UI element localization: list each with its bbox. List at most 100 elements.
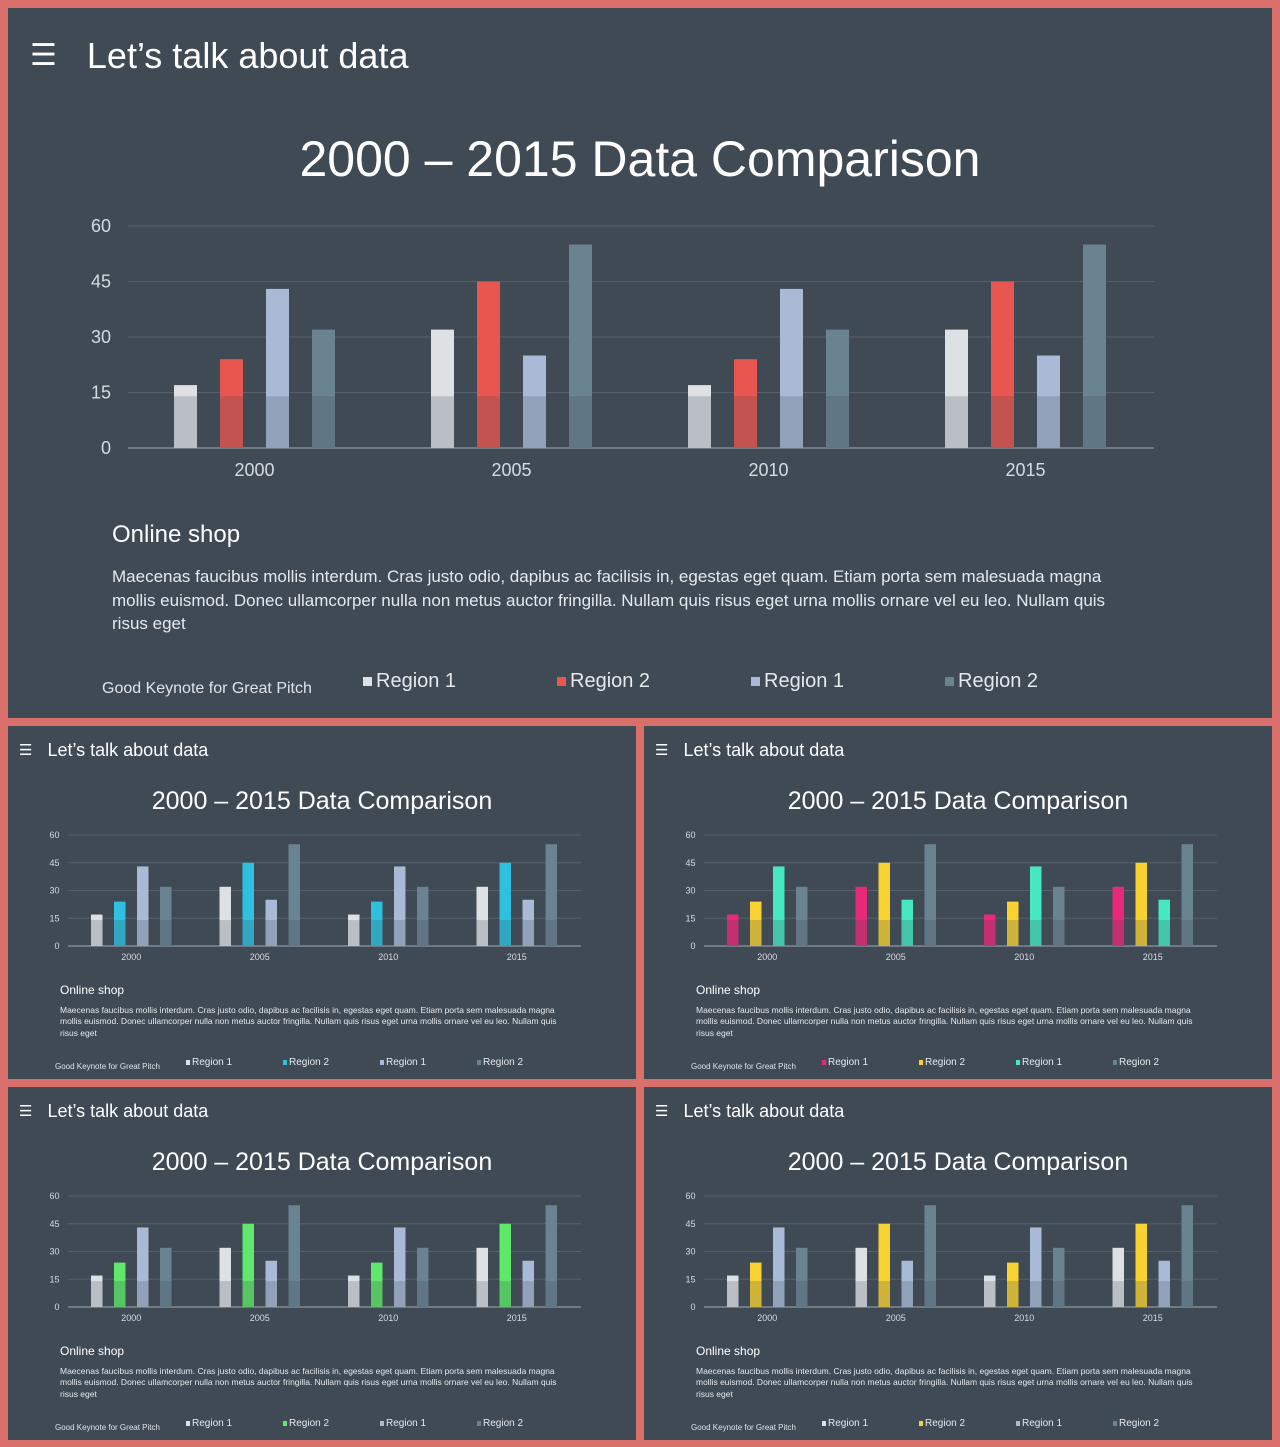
bar-region-2-2015 — [1181, 1205, 1193, 1307]
chart-title: 2000 – 2015 Data Comparison — [787, 1148, 1129, 1176]
legend-item: Region 1 — [363, 670, 456, 693]
bar-region-1-2000 — [91, 1275, 103, 1307]
bar-base-shade — [431, 396, 454, 448]
bar-base-shade — [91, 1281, 103, 1307]
bar-base-shade — [796, 1281, 808, 1307]
legend-swatch — [1112, 1421, 1117, 1426]
slide-5: ☰ Let’s talk about data 2000 – 2015 Data C… — [644, 1087, 1272, 1440]
y-tick-label: 0 — [54, 1302, 59, 1312]
bar-base-shade — [417, 1281, 429, 1307]
bar-region-1-2010 — [984, 1275, 996, 1307]
bar-region-1-2015 — [1112, 886, 1124, 946]
x-tick-label: 2010 — [1014, 952, 1034, 962]
bar-base-shade — [1158, 920, 1170, 946]
bar-region-1-2015 — [522, 1260, 534, 1307]
x-tick-label: 2015 — [507, 1313, 527, 1323]
legend-label: Region 2 — [570, 670, 651, 692]
bar-base-shade — [348, 920, 360, 946]
bar-chart: 0 15 30 45 60 2000 2005 2010 2015 — [685, 830, 1217, 962]
bar-base-shade — [1030, 1281, 1042, 1307]
bar-base-shade — [394, 920, 406, 946]
slide-1: ☰ Let’s talk about data 2000 – 2015 Data C… — [8, 8, 1272, 718]
legend-label: Region 1 — [828, 1057, 869, 1068]
hamburger-menu-icon[interactable]: ☰ — [19, 1102, 33, 1120]
bar-base-shade — [984, 1281, 996, 1307]
slide-3: ☰ Let’s talk about data 2000 – 2015 Data C… — [644, 726, 1272, 1079]
bar-base-shade — [265, 1281, 277, 1307]
y-tick-label: 45 — [685, 1219, 695, 1229]
x-tick-label: 2005 — [250, 952, 270, 962]
x-tick-label: 2015 — [507, 952, 527, 962]
bar-base-shade — [750, 920, 762, 946]
bar-base-shade — [545, 920, 557, 946]
bar-base-shade — [1037, 396, 1060, 448]
legend-item: Region 2 — [557, 670, 650, 693]
x-tick-label: 2000 — [234, 460, 274, 480]
x-tick-label: 2015 — [1143, 1313, 1163, 1323]
x-tick-label: 2000 — [757, 1313, 777, 1323]
bar-region-2-2005 — [878, 1223, 890, 1307]
y-tick-label: 30 — [685, 886, 695, 896]
bar-region-2-2000 — [114, 1262, 126, 1307]
bar-region-2-2005 — [477, 281, 500, 448]
legend-item: Region 2 — [282, 1418, 330, 1429]
bar-region-2-2015 — [499, 862, 511, 946]
bar-base-shade — [499, 920, 511, 946]
y-tick-label: 0 — [101, 438, 111, 458]
bar-region-2-2015 — [545, 844, 557, 946]
bar-base-shade — [924, 920, 936, 946]
legend-swatch — [1015, 1060, 1020, 1065]
legend-swatch — [476, 1421, 481, 1426]
bar-region-1-2010 — [394, 866, 406, 946]
x-tick-label: 2005 — [491, 460, 531, 480]
legend-label: Region 2 — [925, 1057, 966, 1068]
legend-item: Region 2 — [918, 1418, 965, 1429]
y-tick-label: 15 — [685, 913, 695, 923]
bar-base-shade — [1181, 920, 1193, 946]
bar-base-shade — [91, 920, 103, 946]
bar-base-shade — [991, 396, 1014, 448]
body-paragraph: Maecenas faucibus mollis interdum. Cras … — [696, 1365, 1193, 1400]
bar-region-1-2015 — [945, 329, 968, 448]
legend-item: Region 2 — [476, 1057, 523, 1068]
bar-base-shade — [160, 1281, 172, 1307]
bar-chart: 0 15 30 45 60 2000 2005 2010 2015 — [91, 216, 1154, 480]
bar-region-1-2005 — [219, 1247, 231, 1307]
slide-4: ☰ Let’s talk about data 2000 – 2015 Data C… — [8, 1087, 636, 1440]
body-paragraph: Maecenas faucibus mollis interdum. Cras … — [112, 567, 1106, 633]
bar-base-shade — [545, 1281, 557, 1307]
bar-region-2-2015 — [1135, 862, 1147, 946]
bar-region-1-2015 — [1037, 355, 1060, 448]
legend-swatch — [918, 1421, 923, 1426]
slide-header: ☰ Let’s talk about data — [19, 739, 208, 761]
hamburger-menu-icon[interactable]: ☰ — [19, 741, 33, 759]
section-title: Online shop — [696, 982, 761, 997]
legend-label: Region 2 — [289, 1418, 330, 1429]
slide-header: ☰ Let’s talk about data — [19, 1100, 208, 1122]
bar-base-shade — [219, 1281, 231, 1307]
bar-base-shade — [773, 1281, 785, 1307]
bar-base-shade — [1158, 1281, 1170, 1307]
bar-base-shade — [1181, 1281, 1193, 1307]
bar-base-shade — [796, 920, 808, 946]
y-tick-label: 15 — [49, 1274, 59, 1284]
hamburger-menu-icon[interactable]: ☰ — [655, 741, 669, 759]
y-tick-label: 60 — [685, 1191, 695, 1201]
bar-base-shade — [750, 1281, 762, 1307]
bar-region-2-2005 — [242, 862, 254, 946]
bar-region-1-2010 — [348, 1275, 360, 1307]
x-tick-label: 2000 — [121, 952, 141, 962]
hamburger-menu-icon[interactable]: ☰ — [30, 39, 57, 72]
bar-region-1-2000 — [137, 1227, 149, 1307]
bar-region-2-2000 — [312, 329, 335, 448]
legend-swatch — [1015, 1421, 1020, 1426]
bar-base-shade — [727, 920, 739, 946]
legend-item: Region 1 — [821, 1418, 868, 1429]
bar-base-shade — [522, 920, 534, 946]
y-tick-label: 60 — [685, 830, 695, 840]
bar-chart: 0 15 30 45 60 2000 2005 2010 2015 — [49, 1191, 581, 1323]
bar-base-shade — [288, 920, 300, 946]
hamburger-menu-icon[interactable]: ☰ — [655, 1102, 669, 1120]
y-tick-label: 60 — [49, 1191, 59, 1201]
footer-tagline: Good Keynote for Great Pitch — [55, 1062, 160, 1071]
